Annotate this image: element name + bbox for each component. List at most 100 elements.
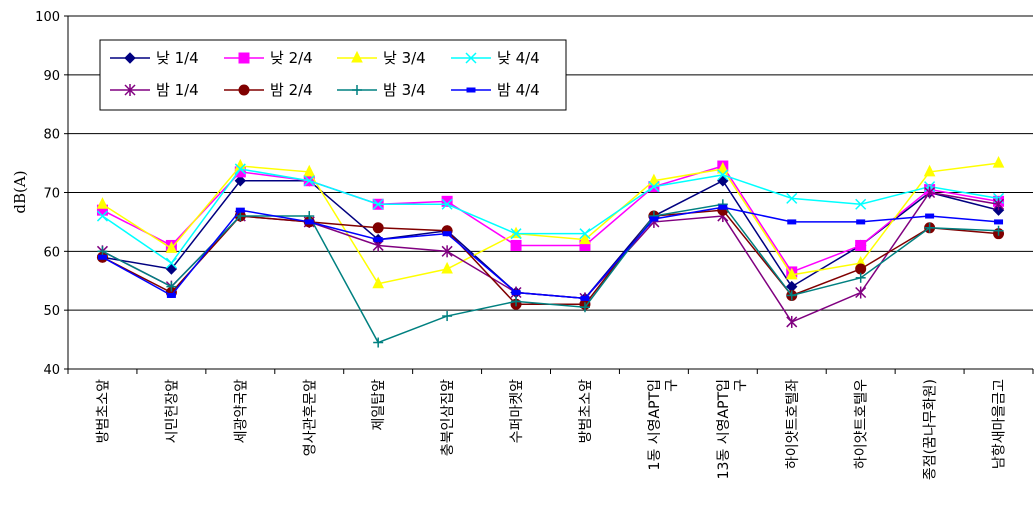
x-tick-label: 1동 시영APT입 (647, 379, 663, 470)
x-tick-label: 종점(꿈나무화원) (923, 379, 939, 480)
data-point (373, 237, 383, 243)
legend-entry-5: 밤 1/4 (110, 81, 199, 99)
y-tick-label: 50 (43, 304, 60, 319)
data-point (234, 163, 246, 175)
legend-marker (124, 52, 136, 64)
legend-label: 낮 3/4 (383, 49, 426, 67)
y-tick-label: 80 (43, 128, 60, 143)
data-point (786, 290, 797, 301)
data-point (235, 207, 245, 213)
y-tick-label: 60 (43, 245, 60, 260)
data-point (580, 295, 590, 301)
x-tick-label: 남항새마을금고 (992, 379, 1008, 469)
data-point (925, 213, 935, 219)
y-tick-label: 100 (35, 10, 60, 25)
legend: 낮 1/4 낮 2/4 낮 3/4 낮 4/4 밤 1/4 밤 2/4 밤 3/4 밤 4/4 (99, 39, 567, 111)
series-line (102, 162, 999, 285)
data-point (304, 219, 314, 225)
data-point (924, 186, 936, 199)
data-point (510, 228, 522, 240)
series-line (102, 165, 999, 273)
data-point (166, 292, 176, 298)
data-point (785, 267, 798, 280)
data-point (303, 175, 315, 187)
legend-marker (124, 84, 136, 96)
series-line (102, 203, 999, 344)
x-tick-label: 제일탑앞 (371, 379, 387, 431)
legend-entry-7: 밤 3/4 (337, 81, 426, 99)
data-point (856, 219, 866, 225)
legend-label: 밤 3/4 (383, 81, 426, 99)
data-point (235, 211, 246, 222)
data-point (303, 164, 316, 177)
data-point (717, 161, 729, 174)
y-axis-title: dB(A) (11, 170, 29, 213)
data-point (511, 296, 522, 307)
series-4 (96, 163, 1005, 269)
data-point (855, 198, 867, 210)
legend-label: 밤 4/4 (497, 81, 540, 99)
x-tick-label: 구 (733, 379, 749, 392)
data-point (372, 276, 384, 289)
legend-box (99, 39, 567, 111)
series-7 (97, 199, 1004, 348)
series-line (102, 179, 999, 300)
data-point (994, 219, 1004, 225)
data-point (855, 286, 867, 299)
data-point (992, 155, 1005, 168)
y-tick-label: 70 (43, 187, 60, 202)
legend-label: 밤 2/4 (270, 81, 313, 99)
data-point (648, 173, 660, 186)
series-8 (97, 204, 1004, 301)
data-point (717, 169, 729, 181)
data-point (511, 290, 521, 296)
data-point (648, 181, 660, 193)
data-point (993, 225, 1004, 236)
x-tick-label: 하이얏트호텔좌 (785, 379, 801, 469)
series-group (96, 155, 1005, 348)
data-point (96, 210, 108, 222)
data-point (97, 246, 108, 257)
series-5 (96, 186, 1005, 328)
data-point (855, 272, 866, 283)
y-tick-label: 90 (43, 69, 60, 84)
legend-entry-1: 낮 1/4 (110, 49, 199, 67)
x-tick-label: 충북인삼집앞 (440, 379, 456, 456)
data-point (372, 198, 384, 210)
data-point (855, 239, 867, 251)
data-point (165, 257, 177, 269)
x-tick-label: 시민헌장앞 (164, 379, 180, 444)
data-point (165, 241, 178, 253)
data-point (855, 263, 867, 275)
data-point (579, 228, 591, 240)
data-point (372, 222, 384, 234)
legend-entry-3: 낮 3/4 (337, 49, 426, 67)
data-point (96, 197, 109, 209)
data-point (510, 239, 522, 251)
data-point (441, 195, 453, 207)
data-point (924, 222, 935, 233)
x-tick-label: 하이얏트호텔우 (854, 379, 870, 469)
legend-label: 낮 2/4 (270, 49, 313, 67)
data-point (649, 216, 659, 222)
y-tick-label: 40 (43, 363, 60, 378)
x-tick-label: 방범초소앞 (578, 379, 594, 444)
series-line (102, 206, 999, 300)
x-tick-label: 세광약국앞 (233, 379, 249, 444)
data-point (373, 337, 384, 348)
data-point (304, 211, 315, 222)
data-point (717, 175, 729, 187)
legend-marker (465, 52, 477, 64)
data-point (579, 302, 590, 313)
x-tick-label: 영사관후문앞 (302, 379, 318, 456)
legend-marker (351, 50, 363, 63)
data-point (442, 311, 453, 322)
data-point (786, 192, 798, 204)
data-point (441, 198, 453, 210)
data-point (579, 232, 591, 245)
data-point (786, 315, 798, 328)
data-point (923, 164, 936, 177)
legend-entry-2: 낮 2/4 (224, 49, 313, 67)
legend-label: 낮 1/4 (156, 49, 199, 67)
